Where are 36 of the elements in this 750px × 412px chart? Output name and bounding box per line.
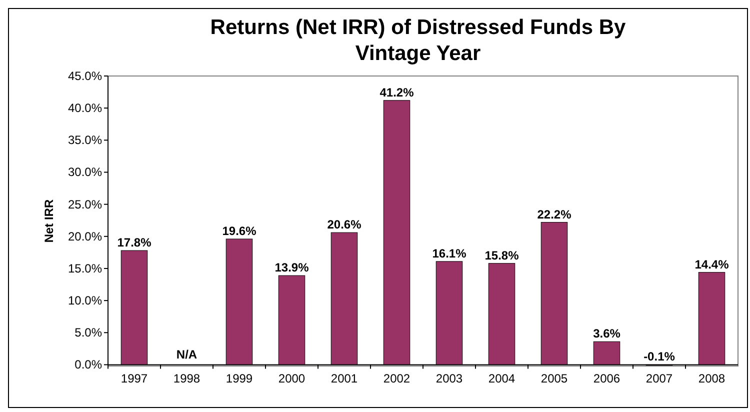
data-label: 14.4%: [694, 257, 730, 272]
x-tick-label: 2005: [540, 372, 568, 386]
data-label: 15.8%: [484, 248, 520, 262]
data-label: 16.1%: [432, 246, 467, 260]
x-tick-label: 2000: [278, 372, 306, 386]
chart-title: Returns (Net IRR) of Distressed Funds By Vintage Year: [210, 16, 626, 65]
data-label: 17.8%: [117, 236, 152, 250]
y-tick-label: 5.0%: [74, 326, 102, 340]
data-label: 20.6%: [327, 218, 362, 232]
data-label: 19.6%: [222, 224, 257, 238]
y-tick-label: 20.0%: [68, 229, 102, 244]
data-label: 3.6%: [593, 326, 621, 341]
y-axis-title: Net IRR: [42, 199, 56, 243]
y-tick-label: 10.0%: [68, 294, 102, 308]
y-tick-label: 35.0%: [68, 133, 102, 148]
x-tick-label: 1997: [120, 372, 148, 386]
x-tick-label: 2007: [646, 372, 673, 386]
x-tick-label: 2006: [593, 372, 620, 386]
x-tick-label: 2002: [383, 372, 410, 386]
x-tick-label: 1998: [173, 372, 200, 386]
y-tick-label: 40.0%: [68, 101, 102, 116]
y-tick-label: 0.0%: [74, 358, 102, 372]
x-tick-label: 2004: [488, 372, 516, 386]
x-tick-label: 1999: [226, 372, 253, 386]
y-tick-label: 15.0%: [68, 261, 102, 276]
data-label: 13.9%: [274, 260, 310, 275]
y-tick-label: 45.0%: [68, 69, 102, 83]
x-tick-label: 2001: [330, 372, 358, 386]
text: N/A: [176, 348, 198, 362]
x-tick-label: 2003: [436, 372, 463, 386]
data-label: -0.1%: [644, 350, 676, 364]
x-tick-label: 2008: [698, 372, 726, 386]
y-tick-label: 30.0%: [68, 165, 102, 180]
data-label: 41.2%: [380, 85, 414, 100]
data-label: 22.2%: [537, 207, 572, 222]
y-tick-label: 25.0%: [68, 197, 102, 212]
